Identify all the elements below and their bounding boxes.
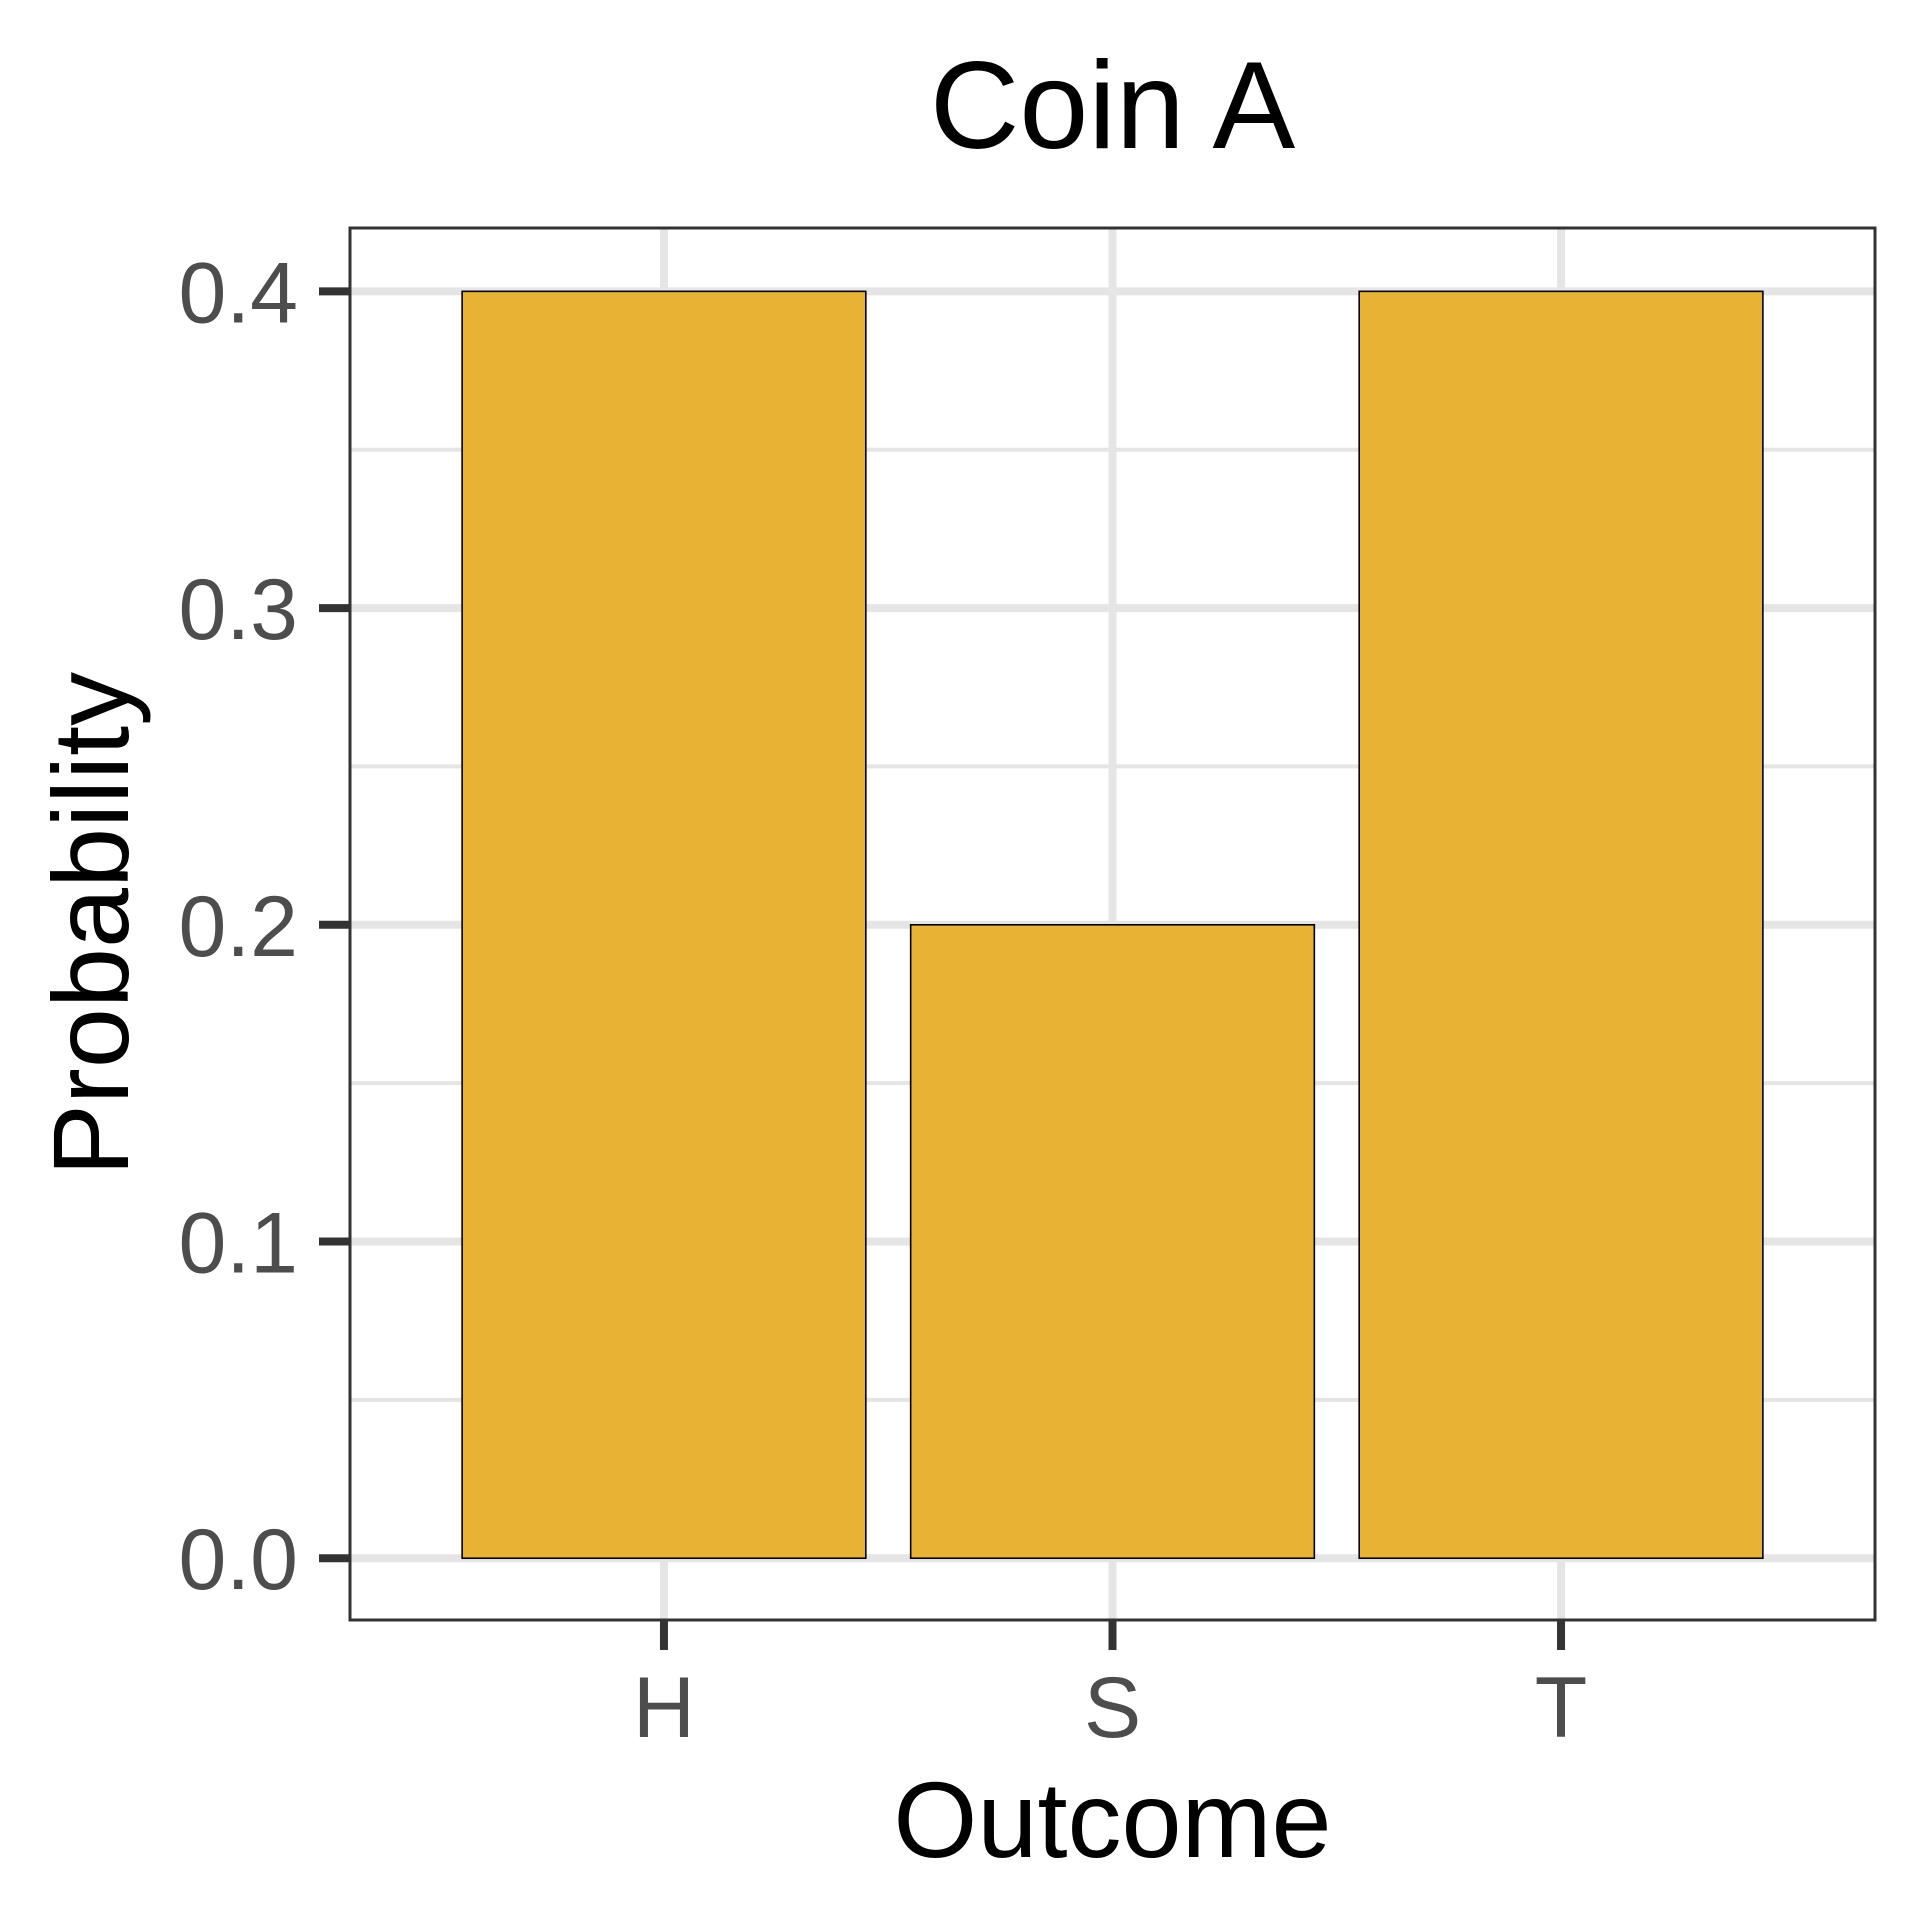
- x-tick-label: T: [1535, 1660, 1588, 1756]
- x-tick-label: H: [633, 1660, 695, 1756]
- bar-H: [461, 290, 867, 1560]
- y-tick-label: 0.3: [178, 562, 298, 658]
- chart-title: Coin A: [930, 37, 1296, 175]
- y-tick-label: 0.4: [178, 245, 298, 341]
- bar-T: [1358, 290, 1764, 1560]
- y-tick-label: 0.1: [178, 1196, 298, 1292]
- x-axis-title: Outcome: [893, 1759, 1331, 1880]
- bar-S: [909, 923, 1316, 1560]
- y-axis: 0.0 0.1 0.2 0.3 0.4: [178, 245, 350, 1608]
- y-axis-title: Probability: [30, 672, 151, 1176]
- y-tick-label: 0.2: [178, 879, 298, 975]
- bars: [461, 290, 1764, 1560]
- x-tick-label: S: [1084, 1660, 1141, 1756]
- y-tick-label: 0.0: [178, 1512, 298, 1608]
